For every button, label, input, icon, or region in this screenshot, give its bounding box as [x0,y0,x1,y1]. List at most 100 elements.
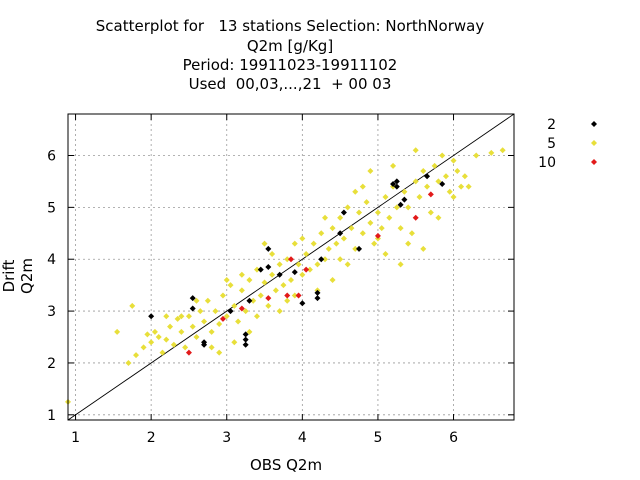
scatter-point-series-5 [159,349,166,356]
scatter-point-series-5 [151,328,158,335]
scatter-point-series-2 [148,313,155,320]
scatter-point-series-5 [129,302,136,309]
scatter-point-series-5 [412,178,419,185]
scatter-point-series-5 [408,230,415,237]
scatter-point-series-5 [442,173,449,180]
scatter-point-series-5 [344,204,351,211]
scatter-point-series-5 [295,261,302,268]
scatter-point-series-5 [340,235,347,242]
scatter-point-series-5 [412,147,419,154]
scatter-point-series-5 [114,328,121,335]
y-tick-label: 1 [47,408,56,424]
scatter-point-series-2 [242,336,249,343]
scatter-point-series-10 [185,349,192,356]
scatter-point-series-5 [310,240,317,247]
x-axis-label: OBS Q2m [250,456,323,474]
scatter-point-series-5 [223,276,230,283]
x-tick-label: 6 [449,430,458,446]
identity-line [67,113,515,421]
scatter-point-series-5 [450,193,457,200]
scatter-point-series-5 [359,230,366,237]
scatter-point-series-2 [299,300,306,307]
legend-marker-5 [591,140,597,146]
scatter-point-series-5 [352,188,359,195]
scatter-point-series-10 [412,214,419,221]
scatter-point-series-5 [329,276,336,283]
scatter-point-series-5 [216,321,223,328]
scatter-point-series-5 [178,328,185,335]
scatter-point-series-2 [356,245,363,252]
scatter-point-series-5 [299,235,306,242]
scatter-point-series-5 [344,261,351,268]
scatter-point-series-5 [208,328,215,335]
scatter-point-series-5 [465,183,472,190]
title-line-4: Used 00,03,...,21 + 00 03 [188,75,392,93]
scatter-point-series-5 [420,245,427,252]
scatter-point-series-5 [269,251,276,258]
scatter-point-series-5 [163,336,170,343]
scatter-point-series-2 [242,331,249,338]
y-tick-label: 5 [47,200,56,216]
scatter-point-series-2 [189,295,196,302]
scatter-point-series-2 [439,181,446,188]
scatter-point-series-5 [133,352,140,359]
scatter-point-series-5 [223,313,230,320]
scatter-point-series-2 [318,256,325,263]
scatter-point-series-5 [238,271,245,278]
reference-line-layer [67,113,515,421]
scatter-point-series-5 [163,313,170,320]
scatter-point-series-5 [431,162,438,169]
scatter-point-series-2 [393,178,400,185]
scatter-point-series-10 [265,295,272,302]
scatter-point-series-5 [208,344,215,351]
scatter-point-series-5 [454,168,461,175]
scatter-point-series-5 [405,240,412,247]
scatter-point-series-5 [265,302,272,309]
scatter-point-series-5 [242,308,249,315]
x-tick-label: 5 [373,430,382,446]
scatter-point-series-5 [435,214,442,221]
scatter-point-series-2 [390,181,397,188]
scatter-point-series-5 [378,225,385,232]
scatter-point-series-5 [155,334,162,341]
scatter-point-series-5 [499,147,506,154]
legend-marker-10 [591,159,597,165]
scatter-point-series-5 [170,341,177,348]
scatter-point-series-5 [374,209,381,216]
scatter-point-series-5 [125,359,132,366]
scatter-point-series-5 [253,266,260,273]
scatter-point-series-5 [231,302,238,309]
scatter-point-series-5 [435,178,442,185]
legend-label-2: 2 [547,117,556,133]
scatter-point-series-5 [212,308,219,315]
scatter-point-series-2 [314,289,321,296]
scatter-point-series-5 [246,328,253,335]
y-tick-label: 4 [47,252,56,268]
scatter-point-series-5 [140,344,147,351]
scatter-point-series-10 [374,232,381,239]
scatter-point-series-5 [393,204,400,211]
scatter-point-series-5 [174,315,181,322]
scatter-point-series-5 [291,240,298,247]
scatter-point-series-5 [446,188,453,195]
y-tick-label: 6 [47,148,56,164]
scatter-point-series-2 [276,271,283,278]
scatter-point-series-5 [322,256,329,263]
scatter-point-series-5 [284,256,291,263]
scatter-point-series-5 [261,240,268,247]
scatter-point-series-2 [265,264,272,270]
scatter-point-series-2 [242,341,249,348]
scatter-point-series-5 [272,287,279,294]
scatter-point-series-5 [219,292,226,299]
legend-label-10: 10 [538,155,556,171]
scatter-point-series-5 [352,245,359,252]
y-tick-label: 3 [47,304,56,320]
scatter-point-series-2 [246,297,253,304]
scatter-point-series-5 [189,323,196,330]
x-tick-label: 1 [71,430,80,446]
scatter-point-series-5 [148,339,155,346]
scatter-point-series-5 [337,214,344,221]
scatter-point-series-5 [197,308,204,315]
scatter-point-series-2 [424,173,431,180]
